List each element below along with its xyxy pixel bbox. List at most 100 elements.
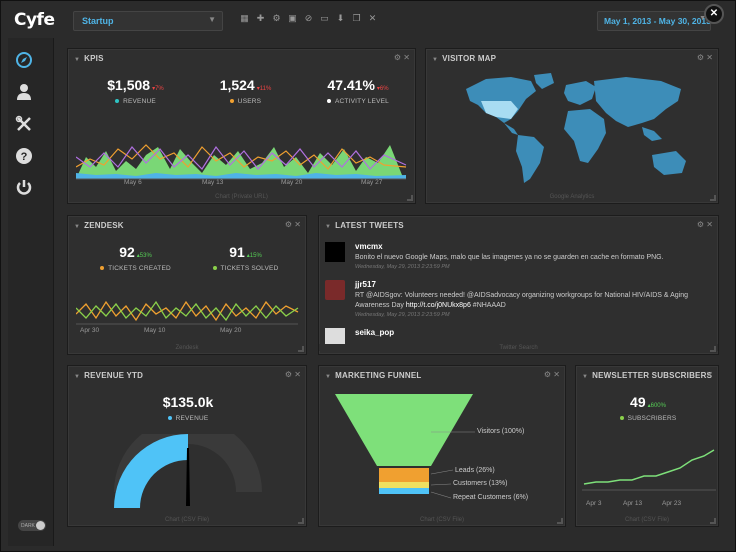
tweet-item[interactable]: vmcmx Bonito el nuevo Google Maps, malo … — [325, 242, 715, 276]
image-icon[interactable]: ▣ — [288, 13, 297, 23]
legend-dot — [167, 416, 172, 421]
x-tick-label: Apr 23 — [662, 500, 682, 507]
date-range-picker[interactable]: May 1, 2013 - May 30, 2013 ▼ — [597, 11, 711, 31]
close-icon[interactable]: ✕ — [706, 370, 713, 379]
gear-icon[interactable]: ⚙ — [696, 220, 705, 229]
funnel-chart — [335, 394, 475, 499]
tweet-user[interactable]: jjr517 — [355, 280, 376, 289]
greenland — [534, 73, 554, 89]
collapse-icon[interactable]: ▼ — [74, 374, 81, 380]
panel-header[interactable]: ▼ ZENDESK ⚙ ✕ — [68, 216, 306, 234]
funnel-stage-label: Leads (26%) — [455, 467, 495, 474]
tweet-hashtag[interactable]: #NHAAAD — [472, 302, 506, 309]
gear-icon[interactable]: ⚙ — [284, 370, 293, 379]
avatar[interactable] — [325, 242, 345, 262]
gear-icon[interactable]: ⚙ — [284, 220, 293, 229]
resize-handle[interactable] — [557, 518, 563, 524]
close-icon[interactable]: ✕ — [553, 370, 560, 379]
panel-header[interactable]: ▼ LATEST TWEETS ⚙ ✕ — [319, 216, 718, 234]
metric-label: TICKETS CREATED — [108, 265, 171, 272]
gear-icon[interactable]: ⚙ — [272, 13, 281, 23]
kpi-activity: 47.41% ▾6% ACTIVITY LEVEL — [308, 77, 408, 105]
dashboard-select[interactable]: Startup ▼ — [73, 11, 223, 31]
kpi-value: $1,508 — [107, 77, 151, 93]
metric-change: ▴15% — [246, 253, 262, 259]
close-icon[interactable]: ✕ — [706, 53, 713, 62]
panel-controls: ⚙ ✕ — [285, 220, 301, 229]
chevron-down-icon: ▼ — [208, 15, 216, 24]
monitor-icon[interactable]: ▭ — [320, 13, 329, 23]
help-icon[interactable]: ? — [14, 147, 34, 167]
gear-icon[interactable]: ⚙ — [543, 370, 552, 379]
australia — [652, 151, 686, 175]
toolbar: ▦ ✚ ⚙ ▣ ⊘ ▭ ⬇ ❐ ✕ — [240, 13, 377, 24]
tickets-solved-line — [76, 300, 299, 322]
collapse-icon[interactable]: ▼ — [325, 224, 332, 230]
legend-dot — [100, 266, 105, 271]
avatar[interactable] — [325, 328, 345, 348]
panel-header[interactable]: ▼ REVENUE YTD ⚙ ✕ — [68, 366, 306, 384]
download-icon[interactable]: ⬇ — [336, 13, 345, 23]
resize-handle[interactable] — [710, 518, 716, 524]
metric-label: TICKETS SOLVED — [220, 265, 279, 272]
cyfe-logo: Cyfe — [14, 10, 55, 30]
kpi-change: ▾11% — [256, 86, 272, 92]
kpi-area-chart — [76, 144, 407, 180]
tweet-item[interactable]: jjr517 RT @AIDSgov: Volunteers needed! @… — [325, 280, 715, 322]
visitor-map-panel: ▼ VISITOR MAP ⚙ ✕ Google Analytics — [425, 48, 719, 204]
compass-icon[interactable] — [14, 51, 34, 71]
kpi-label: REVENUE — [123, 98, 156, 105]
tweet-user[interactable]: seika_pop — [355, 328, 395, 337]
resize-handle[interactable] — [298, 346, 304, 352]
panel-header[interactable]: ▼ NEWSLETTER SUBSCRIBERS ✕ — [576, 366, 718, 384]
tools-icon[interactable] — [14, 115, 34, 135]
dark-mode-toggle[interactable]: DARK — [18, 520, 46, 531]
tweet-link[interactable]: http://t.co/j0NUkx8p6 — [405, 302, 471, 309]
subscribers-line-chart — [582, 449, 716, 491]
panel-header[interactable]: ▼ VISITOR MAP ⚙ ✕ — [426, 49, 718, 67]
tweet-item[interactable]: seika_pop — [325, 328, 715, 348]
purple-line-series — [76, 145, 407, 170]
power-icon[interactable] — [14, 178, 34, 198]
collapse-icon[interactable]: ▼ — [74, 57, 81, 63]
avatar[interactable] — [325, 280, 345, 300]
panel-header[interactable]: ▼ KPIS ⚙ ✕ — [68, 49, 415, 67]
collapse-icon[interactable]: ▼ — [325, 374, 332, 380]
collapse-icon[interactable]: ▼ — [582, 374, 589, 380]
tweet-user[interactable]: vmcmx — [355, 242, 383, 251]
close-window-button[interactable]: ✕ — [704, 4, 724, 24]
link-icon[interactable]: ⊘ — [304, 13, 313, 23]
panel-footer: Chart (CSV File) — [419, 517, 464, 523]
gear-icon[interactable]: ⚙ — [393, 53, 402, 62]
collapse-icon[interactable]: ▼ — [432, 57, 439, 63]
resize-handle[interactable] — [710, 195, 716, 201]
x-tick-label: Apr 30 — [80, 327, 100, 334]
central-america — [504, 123, 518, 135]
metric-value: $135.0k — [162, 394, 214, 410]
panel-footer: Chart (CSV File) — [624, 517, 669, 523]
panel-header[interactable]: ▼ MARKETING FUNNEL ⚙ ✕ — [319, 366, 565, 384]
close-icon[interactable]: ✕ — [294, 370, 301, 379]
close-icon[interactable]: ✕ — [368, 13, 377, 23]
funnel-repeat — [379, 488, 429, 494]
grid-icon[interactable]: ▦ — [240, 13, 249, 23]
orange-line-series — [76, 144, 407, 170]
resize-handle[interactable] — [710, 346, 716, 352]
panel-footer: Chart (Private URL) — [215, 194, 268, 200]
plus-icon[interactable]: ✚ — [256, 13, 265, 23]
resize-handle[interactable] — [298, 518, 304, 524]
close-icon[interactable]: ✕ — [294, 220, 301, 229]
user-icon[interactable] — [14, 83, 34, 103]
close-icon[interactable]: ✕ — [706, 220, 713, 229]
x-tick-label: May 20 — [281, 179, 303, 186]
metric-change: ▴53% — [136, 253, 152, 259]
collapse-icon[interactable]: ▼ — [74, 224, 81, 230]
resize-handle[interactable] — [407, 195, 413, 201]
date-range-value: May 1, 2013 - May 30, 2013 — [604, 16, 711, 26]
gear-icon[interactable]: ⚙ — [696, 53, 705, 62]
africa — [564, 109, 606, 163]
close-icon[interactable]: ✕ — [403, 53, 410, 62]
panel-footer: Chart (CSV File) — [164, 517, 209, 523]
copy-icon[interactable]: ❐ — [352, 13, 361, 23]
kpis-panel: ▼ KPIS ⚙ ✕ $1,508 ▾7% REVENUE 1,524 ▾11% US… — [67, 48, 416, 204]
